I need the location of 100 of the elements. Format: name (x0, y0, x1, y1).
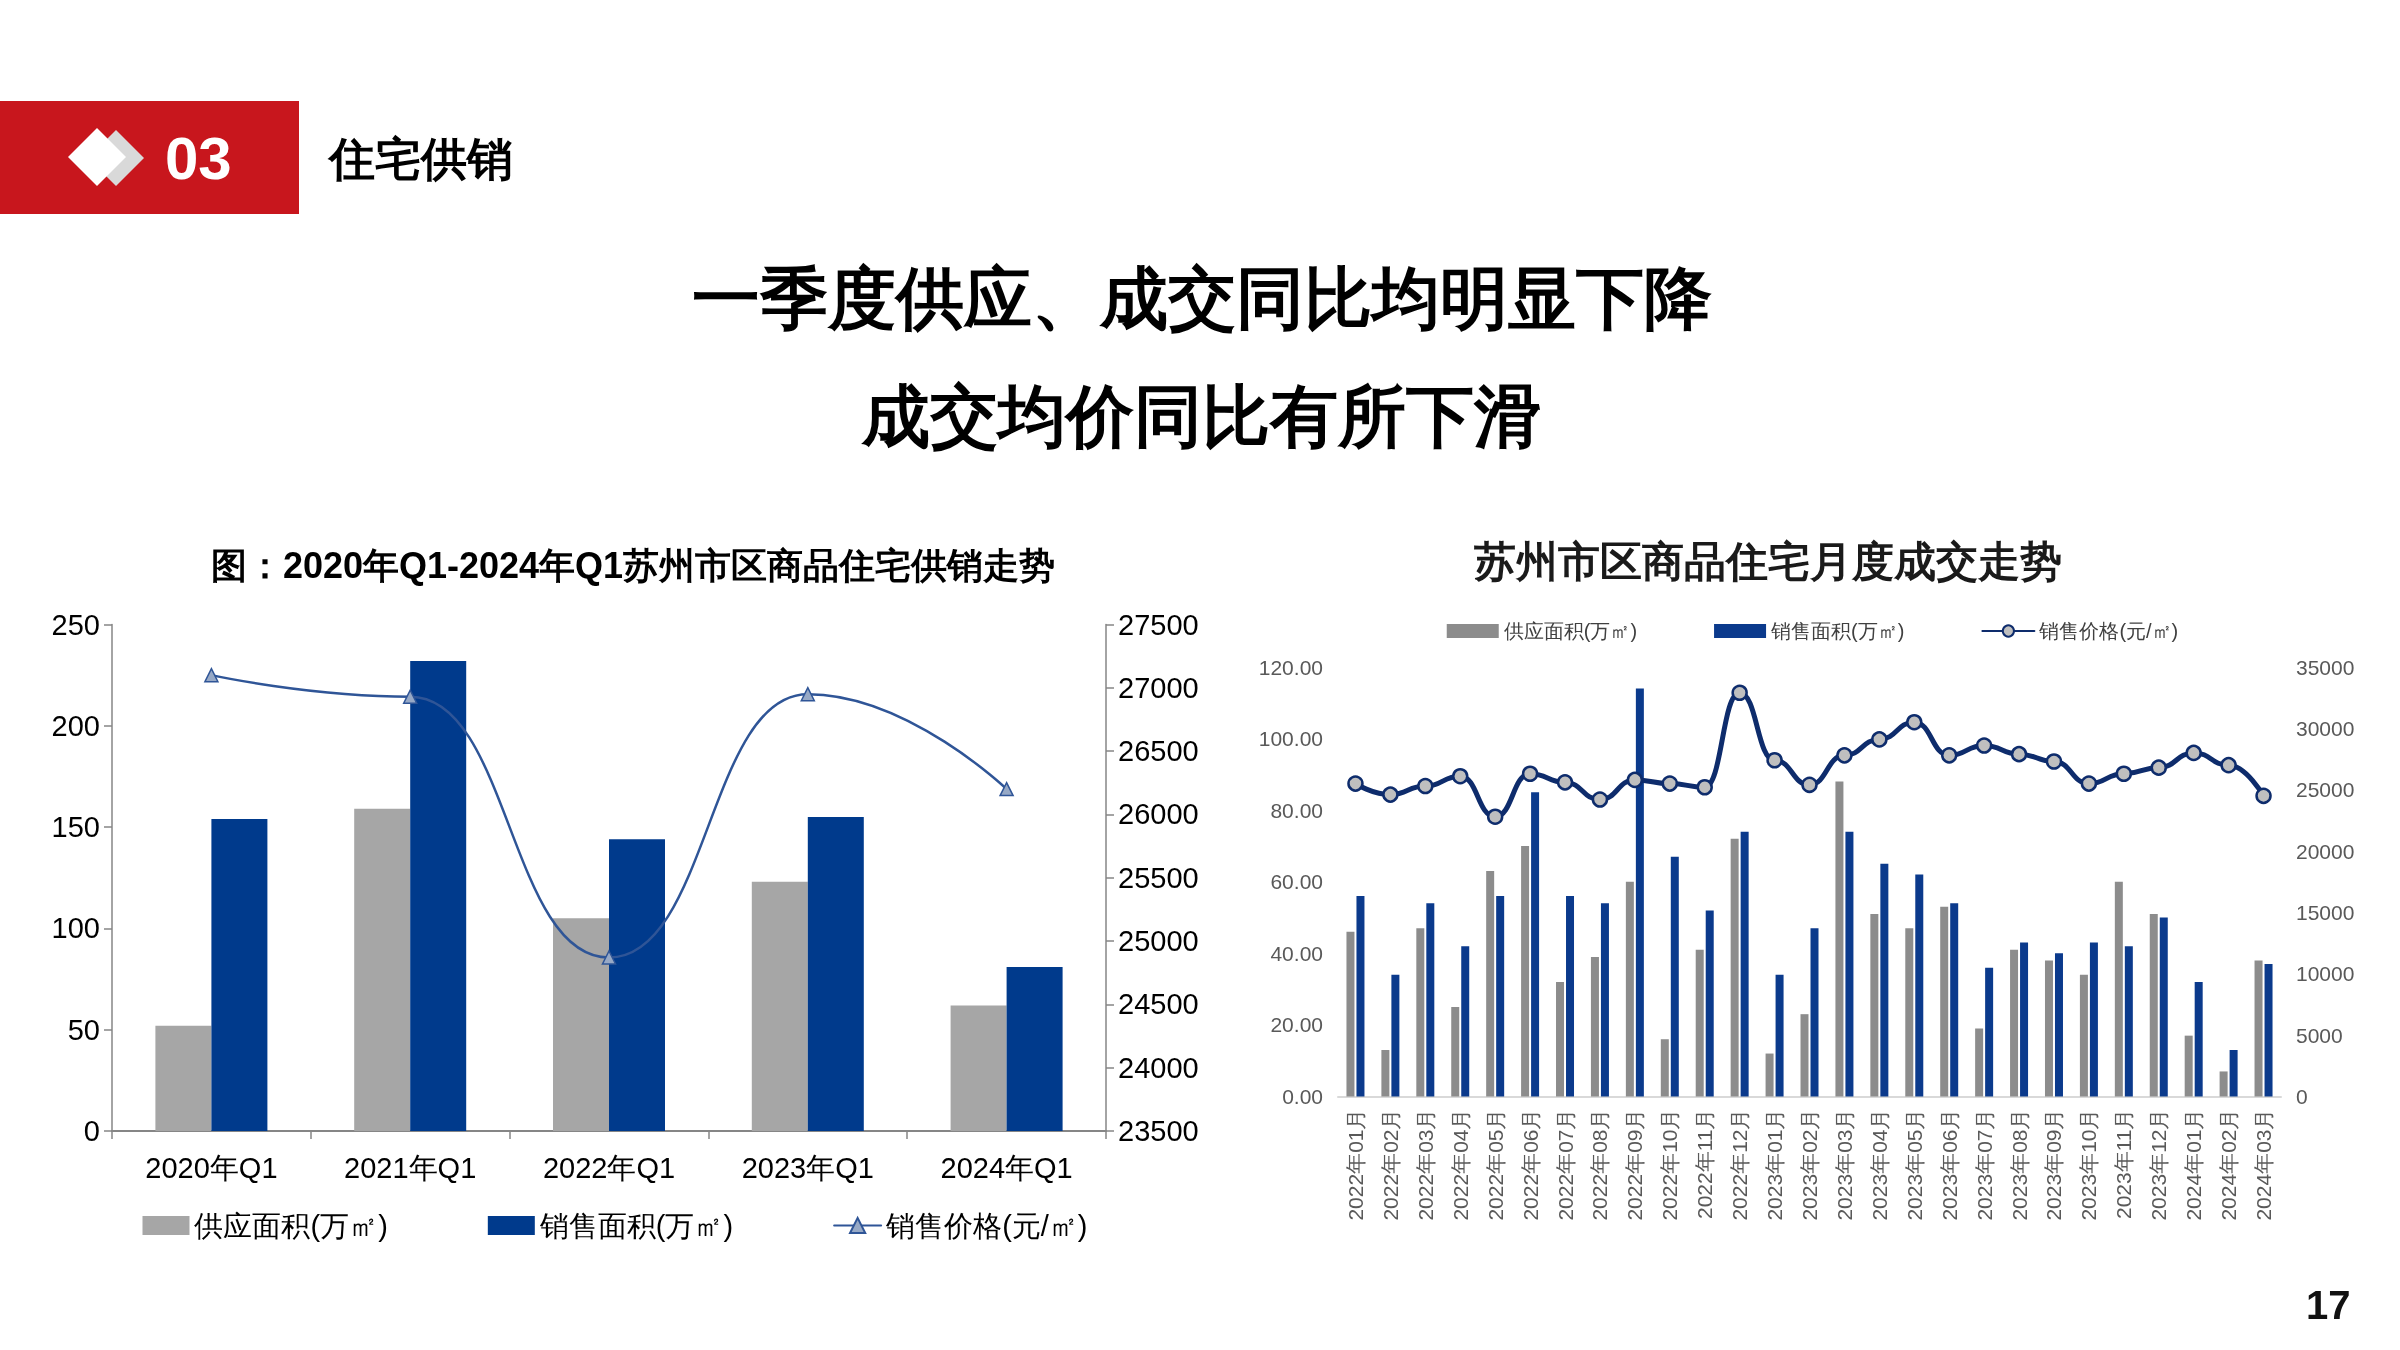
bar (751, 881, 808, 1131)
text: 03 (165, 125, 232, 192)
point (1836, 747, 1853, 764)
x-tick-label: 2024年02月 (2217, 1108, 2241, 1221)
legend-label: 销售价格(元/㎡) (885, 1209, 1088, 1242)
bar (155, 1025, 212, 1131)
bar (1451, 1007, 1460, 1097)
x-tick-label: 2023年02月 (1798, 1108, 1821, 1221)
bar (1600, 903, 1609, 1097)
x-tick-label: 2020年Q1 (145, 1151, 278, 1184)
bar (2184, 1035, 2193, 1097)
point (1347, 775, 1364, 792)
bar (1356, 896, 1365, 1097)
point (2220, 756, 2237, 774)
legend-label: 销售面积(万㎡) (1770, 620, 1905, 642)
bar (1695, 949, 1704, 1097)
y2-tick-label: 26500 (1118, 735, 1199, 768)
point (2150, 759, 2168, 776)
bar (1730, 838, 1739, 1097)
point (2010, 745, 2028, 763)
x-tick-label: 2023年03月 (1832, 1108, 1856, 1221)
point (2115, 765, 2133, 783)
bar (1426, 903, 1435, 1097)
bar (1810, 928, 1819, 1097)
x-tick-label: 2022年12月 (1728, 1108, 1752, 1221)
y-tick-label: 100 (51, 912, 100, 945)
point (204, 667, 219, 683)
bar (553, 918, 609, 1131)
bar (1416, 928, 1425, 1097)
y2-tick-label: 26000 (1118, 798, 1199, 831)
bar (2054, 953, 2063, 1097)
y-tick-label: 80.00 (1270, 798, 1323, 822)
y2-tick-label: 0 (2296, 1085, 2308, 1108)
bar (1346, 931, 1355, 1097)
bar (1486, 871, 1495, 1097)
bar (1635, 688, 1644, 1097)
y-tick-label: 120.00 (1258, 655, 1323, 679)
point (1591, 791, 1609, 808)
point (402, 689, 418, 704)
bar (2124, 946, 2133, 1097)
x-tick-label: 2022年02月 (1378, 1108, 1402, 1221)
x-tick-label: 2024年Q1 (940, 1151, 1073, 1184)
bar (2219, 1071, 2228, 1097)
bar (1590, 956, 1599, 1097)
y-tick-label: 20.00 (1270, 1013, 1323, 1037)
bar (1670, 856, 1679, 1097)
x-tick-label: 2023年11月 (2112, 1108, 2136, 1220)
legend-label: 销售面积(万㎡) (538, 1209, 734, 1242)
point (1452, 767, 1469, 785)
text: 住宅供销 (329, 132, 513, 185)
x-tick-label: 2022年03月 (1413, 1108, 1437, 1221)
bar (2114, 881, 2123, 1097)
y2-tick-label: 24000 (1118, 1051, 1199, 1084)
point (1521, 765, 1539, 783)
bar (1940, 906, 1949, 1097)
bar (1845, 831, 1854, 1097)
x-tick-label: 2022年05月 (1483, 1108, 1507, 1221)
x-tick-label: 2022年Q1 (542, 1151, 676, 1184)
y2-tick-label: 30000 (2296, 716, 2355, 740)
y-tick-label: 200 (51, 709, 100, 742)
y2-tick-label: 15000 (2296, 900, 2355, 924)
y2-tick-label: 25500 (1118, 861, 1199, 894)
text: 17 (2306, 1283, 2351, 1327)
point (1417, 777, 1434, 795)
bar (2194, 981, 2203, 1097)
bar (354, 808, 411, 1131)
x-tick-label: 2022年06月 (1518, 1108, 1542, 1221)
x-tick-label: 2023年07月 (1972, 1108, 1996, 1221)
x-tick-label: 2023年05月 (1902, 1108, 1926, 1221)
bar (1870, 913, 1879, 1097)
bar (1391, 974, 1400, 1097)
bar (2159, 917, 2168, 1097)
bar (1915, 874, 1924, 1097)
y2-tick-label: 10000 (2296, 962, 2355, 986)
x-tick-label: 2022年11月 (1693, 1108, 1717, 1220)
point (1871, 731, 1888, 748)
bar (1775, 974, 1784, 1097)
bar (2010, 949, 2019, 1097)
bar (1660, 1039, 1669, 1097)
y-tick-label: 0 (83, 1115, 100, 1147)
point (800, 686, 816, 702)
y-tick-label: 250 (51, 608, 100, 641)
y-tick-label: 0.00 (1282, 1085, 1323, 1108)
bar (1461, 946, 1470, 1097)
point (999, 781, 1014, 797)
bar (1835, 781, 1844, 1097)
text: 一季度供应、成交同比均明显下降 (691, 259, 1713, 338)
x-tick-label: 2022年10月 (1658, 1108, 1682, 1221)
x-tick-label: 2022年08月 (1588, 1108, 1612, 1221)
bar (2079, 974, 2088, 1097)
bar (1531, 792, 1540, 1097)
point (1661, 775, 1679, 792)
y2-tick-label: 27500 (1118, 608, 1199, 641)
bar (1765, 1053, 1774, 1097)
x-tick-label: 2023年Q1 (741, 1151, 874, 1184)
bar (2020, 942, 2029, 1097)
y2-tick-label: 35000 (2296, 655, 2355, 679)
bar (1496, 896, 1505, 1097)
bar (1556, 981, 1565, 1097)
bar (1880, 863, 1889, 1097)
